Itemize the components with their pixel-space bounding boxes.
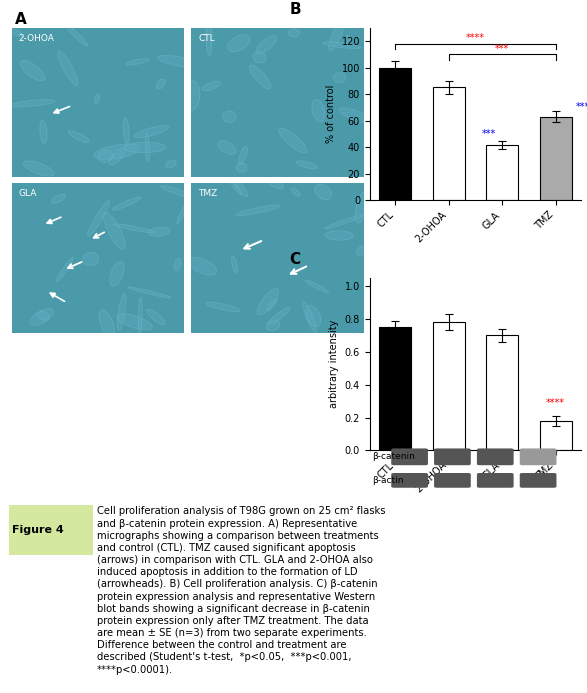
Ellipse shape bbox=[206, 17, 212, 55]
Ellipse shape bbox=[232, 177, 248, 197]
Ellipse shape bbox=[11, 100, 55, 107]
Text: 2-OHOA: 2-OHOA bbox=[19, 34, 55, 43]
Ellipse shape bbox=[126, 59, 149, 65]
Ellipse shape bbox=[134, 125, 168, 138]
Ellipse shape bbox=[103, 213, 125, 249]
Ellipse shape bbox=[268, 181, 284, 188]
Ellipse shape bbox=[117, 314, 153, 330]
Ellipse shape bbox=[228, 176, 242, 195]
Ellipse shape bbox=[218, 141, 236, 155]
Bar bbox=[379, 67, 411, 200]
Ellipse shape bbox=[256, 36, 276, 54]
Text: induced apoptosis in addition to the formation of LD: induced apoptosis in addition to the for… bbox=[97, 568, 357, 577]
Ellipse shape bbox=[148, 227, 170, 236]
Text: Difference between the control and treatment are: Difference between the control and treat… bbox=[97, 640, 346, 650]
Text: β-actin: β-actin bbox=[372, 476, 403, 485]
Ellipse shape bbox=[23, 161, 54, 176]
Ellipse shape bbox=[267, 299, 277, 310]
Ellipse shape bbox=[266, 320, 280, 331]
Ellipse shape bbox=[83, 252, 99, 265]
Bar bbox=[379, 327, 411, 450]
Ellipse shape bbox=[40, 120, 47, 143]
Ellipse shape bbox=[202, 82, 220, 91]
Ellipse shape bbox=[147, 309, 165, 325]
Bar bbox=[486, 145, 518, 200]
Text: (arrows) in comparison with CTL. GLA and 2-OHOA also: (arrows) in comparison with CTL. GLA and… bbox=[97, 555, 373, 565]
Ellipse shape bbox=[113, 224, 156, 233]
FancyBboxPatch shape bbox=[9, 505, 93, 555]
Ellipse shape bbox=[279, 128, 307, 152]
Ellipse shape bbox=[20, 60, 45, 81]
Ellipse shape bbox=[253, 51, 266, 63]
Ellipse shape bbox=[188, 257, 217, 275]
Ellipse shape bbox=[312, 100, 325, 122]
Ellipse shape bbox=[355, 191, 369, 223]
Ellipse shape bbox=[87, 201, 110, 236]
Text: C: C bbox=[289, 252, 301, 267]
Ellipse shape bbox=[339, 108, 372, 123]
Text: ****p<0.0001).: ****p<0.0001). bbox=[97, 665, 173, 674]
Ellipse shape bbox=[99, 150, 113, 162]
Ellipse shape bbox=[7, 28, 23, 37]
Ellipse shape bbox=[184, 81, 200, 111]
Bar bbox=[486, 335, 518, 450]
Ellipse shape bbox=[177, 200, 189, 225]
Ellipse shape bbox=[112, 198, 141, 210]
Ellipse shape bbox=[231, 256, 237, 273]
Y-axis label: % of control: % of control bbox=[326, 85, 336, 143]
Ellipse shape bbox=[291, 188, 300, 196]
Text: TMZ: TMZ bbox=[198, 189, 217, 198]
Text: and control (CTL). TMZ caused significant apoptosis: and control (CTL). TMZ caused significan… bbox=[97, 543, 356, 553]
Text: protein expression analysis and representative Western: protein expression analysis and represen… bbox=[97, 592, 375, 602]
Ellipse shape bbox=[161, 186, 193, 198]
Text: and β-catenin protein expression. A) Representative: and β-catenin protein expression. A) Rep… bbox=[97, 518, 357, 529]
Ellipse shape bbox=[222, 111, 236, 123]
Ellipse shape bbox=[166, 160, 176, 168]
Ellipse shape bbox=[325, 231, 353, 240]
Ellipse shape bbox=[58, 51, 78, 85]
Ellipse shape bbox=[345, 35, 351, 47]
Text: are mean ± SE (n=3) from two separate experiments.: are mean ± SE (n=3) from two separate ex… bbox=[97, 628, 367, 638]
Ellipse shape bbox=[117, 293, 126, 331]
Text: β-catenin: β-catenin bbox=[372, 453, 415, 462]
Ellipse shape bbox=[110, 261, 124, 286]
Ellipse shape bbox=[305, 280, 329, 292]
Text: micrographs showing a comparison between treatments: micrographs showing a comparison between… bbox=[97, 531, 379, 541]
Ellipse shape bbox=[124, 142, 166, 152]
FancyBboxPatch shape bbox=[519, 473, 556, 488]
Ellipse shape bbox=[139, 297, 142, 335]
Text: GLA: GLA bbox=[19, 189, 37, 198]
Ellipse shape bbox=[329, 13, 347, 51]
Text: CTL: CTL bbox=[198, 34, 215, 43]
Text: ***: *** bbox=[495, 44, 510, 53]
FancyBboxPatch shape bbox=[434, 473, 471, 488]
Text: Figure 4: Figure 4 bbox=[12, 525, 63, 535]
Ellipse shape bbox=[357, 245, 367, 256]
Text: ***: *** bbox=[576, 103, 587, 112]
Ellipse shape bbox=[174, 258, 181, 270]
FancyBboxPatch shape bbox=[434, 448, 471, 465]
Ellipse shape bbox=[69, 131, 89, 143]
Text: ****: **** bbox=[546, 398, 565, 407]
Ellipse shape bbox=[236, 163, 247, 173]
FancyBboxPatch shape bbox=[391, 448, 428, 465]
Ellipse shape bbox=[56, 258, 73, 281]
FancyBboxPatch shape bbox=[477, 448, 514, 465]
Ellipse shape bbox=[145, 133, 150, 161]
Ellipse shape bbox=[157, 55, 201, 67]
Ellipse shape bbox=[322, 42, 360, 49]
Ellipse shape bbox=[156, 79, 165, 89]
Ellipse shape bbox=[95, 94, 100, 104]
Text: A: A bbox=[15, 12, 26, 27]
Ellipse shape bbox=[128, 287, 171, 298]
Ellipse shape bbox=[65, 24, 87, 46]
Ellipse shape bbox=[205, 302, 240, 312]
Ellipse shape bbox=[333, 73, 346, 82]
Text: (arrowheads). B) Cell proliferation analysis. C) β-catenin: (arrowheads). B) Cell proliferation anal… bbox=[97, 579, 377, 590]
Ellipse shape bbox=[257, 288, 279, 315]
Ellipse shape bbox=[303, 301, 316, 333]
Text: B: B bbox=[289, 2, 301, 17]
Ellipse shape bbox=[109, 148, 126, 165]
Ellipse shape bbox=[325, 215, 365, 229]
